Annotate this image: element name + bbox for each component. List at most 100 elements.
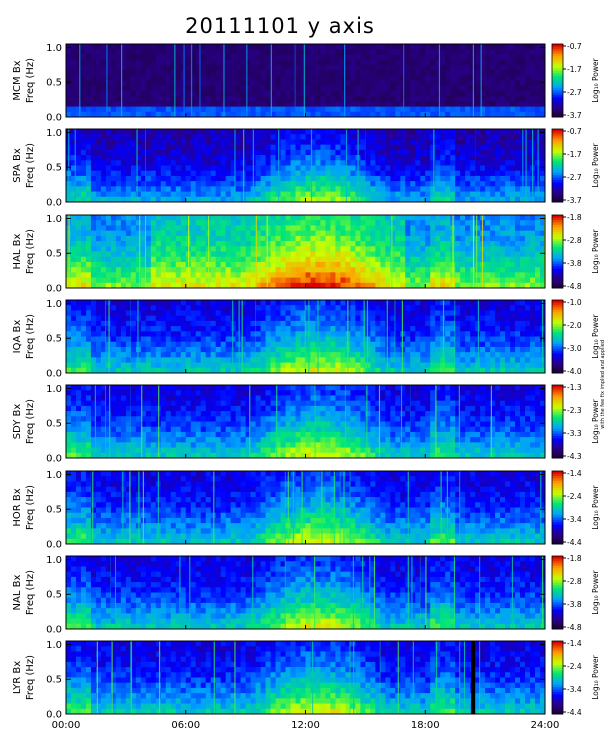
panel-3 <box>65 214 566 289</box>
y-tick-label: 0.0 <box>46 540 62 551</box>
colorbar-tick-label: -3.7 <box>567 111 582 120</box>
colorbar-tick-label: -1.8 <box>567 554 582 563</box>
colorbar <box>551 384 566 459</box>
colorbar <box>551 470 566 545</box>
colorbar-label: Log₁₀ Power <box>591 57 600 102</box>
colorbar-tick-label: -1.7 <box>567 150 582 159</box>
y-tick-label: 0.5 <box>46 505 62 516</box>
colorbar-tick-label: -3.4 <box>567 515 582 524</box>
spectrogram-5 <box>66 385 545 458</box>
station-label: MCM Bx <box>12 60 23 100</box>
colorbar-frame <box>551 470 564 545</box>
freq-axis-label: Freq (Hz) <box>25 570 36 615</box>
colorbar-label: Log₁₀ Power <box>591 569 600 614</box>
y-tick-label: 1.0 <box>46 470 62 481</box>
colorbar-tick-label: -1.3 <box>567 383 582 392</box>
colorbar-tick-label: -4.8 <box>567 282 582 291</box>
colorbar-tick-label: -1.7 <box>567 65 582 74</box>
colorbar-tick-label: -1.4 <box>567 469 582 478</box>
y-tick-label: 0.0 <box>46 113 62 124</box>
colorbar-tick-label: -2.4 <box>567 662 582 671</box>
colorbar-frame <box>551 214 564 289</box>
colorbar-tick-label: -1.8 <box>567 213 582 222</box>
y-tick-label: 1.0 <box>46 384 62 395</box>
colorbar-tick-label: -2.0 <box>567 321 582 330</box>
station-label: SPA Bx <box>12 148 23 183</box>
x-tick-label: 06:00 <box>171 720 200 731</box>
station-label: IQA Bx <box>12 320 23 354</box>
station-label: SDY Bx <box>12 404 23 440</box>
colorbar-frame <box>551 640 564 715</box>
colorbar-label: Log₁₀ Power <box>591 654 600 699</box>
panel-2 <box>65 128 566 203</box>
spectrogram-4 <box>66 300 545 373</box>
station-label: NAL Bx <box>12 574 23 610</box>
colorbar-tick-label: -3.4 <box>567 685 582 694</box>
y-tick-label: 0.0 <box>46 284 62 295</box>
y-tick-label: 0.0 <box>46 625 62 636</box>
spectrogram-7 <box>66 556 545 629</box>
colorbar-tick-label: -4.3 <box>567 452 582 461</box>
colorbar-label: Log₁₀ Power <box>591 398 600 443</box>
freq-axis-label: Freq (Hz) <box>25 485 36 530</box>
colorbar-frame <box>551 555 564 630</box>
y-tick-label: 0.5 <box>46 590 62 601</box>
spectrogram-2 <box>66 129 545 202</box>
colorbar <box>551 214 566 289</box>
spectrogram-8 <box>66 641 545 714</box>
colorbar <box>551 128 566 203</box>
y-tick-label: 1.0 <box>46 43 62 54</box>
y-tick-label: 0.0 <box>46 369 62 380</box>
freq-axis-label: Freq (Hz) <box>25 143 36 188</box>
freq-axis-label: Freq (Hz) <box>25 655 36 700</box>
colorbar-tick-label: -3.7 <box>567 196 582 205</box>
data-gap <box>471 641 476 714</box>
colorbar <box>551 640 566 715</box>
y-tick-label: 0.5 <box>46 419 62 430</box>
y-tick-label: 0.5 <box>46 163 62 174</box>
freq-axis-label: Freq (Hz) <box>25 58 36 103</box>
panel-8 <box>65 640 566 715</box>
colorbar-frame <box>551 384 564 459</box>
panel-1 <box>65 43 566 118</box>
colorbar-tick-label: -0.7 <box>567 42 582 51</box>
colorbar-tick-label: -2.8 <box>567 577 582 586</box>
colorbar-tick-label: -2.7 <box>567 173 582 182</box>
colorbar-tick-label: -4.0 <box>567 367 582 376</box>
colorbar-tick-label: -0.7 <box>567 127 582 136</box>
colorbar-tick-label: -4.8 <box>567 623 582 632</box>
colorbar-tick-label: -3.8 <box>567 259 582 268</box>
y-tick-label: 0.0 <box>46 710 62 721</box>
colorbar-tick-label: -2.3 <box>567 406 582 415</box>
y-tick-label: 0.5 <box>46 675 62 686</box>
y-tick-label: 0.0 <box>46 198 62 209</box>
colorbar-tick-label: -1.0 <box>567 298 582 307</box>
colorbar-frame <box>551 299 564 374</box>
x-tick-label: 18:00 <box>411 720 440 731</box>
chart-title: 20111101 y axis <box>185 14 375 38</box>
colorbar-tick-label: -3.8 <box>567 600 582 609</box>
colorbar-tick-label: -2.4 <box>567 492 582 501</box>
x-tick-label: 00:00 <box>52 720 81 731</box>
panel-7 <box>65 555 566 630</box>
colorbar-label: Log₁₀ Power <box>591 484 600 529</box>
colorbar-tick-label: -4.4 <box>567 708 582 717</box>
x-tick-label: 12:00 <box>291 720 320 731</box>
freq-axis-label: Freq (Hz) <box>25 399 36 444</box>
y-tick-label: 0.5 <box>46 334 62 345</box>
spectrogram-6 <box>66 471 545 544</box>
colorbar-tick-label: -2.8 <box>567 236 582 245</box>
y-tick-label: 1.0 <box>46 555 62 566</box>
station-label: HOR Bx <box>12 488 23 526</box>
spectrogram-3 <box>66 215 545 288</box>
y-tick-label: 0.5 <box>46 78 62 89</box>
colorbar <box>551 43 566 118</box>
colorbar-tick-label: -3.0 <box>567 344 582 353</box>
panel-5 <box>65 384 566 459</box>
y-tick-label: 1.0 <box>46 214 62 225</box>
y-tick-label: 0.0 <box>46 454 62 465</box>
y-tick-label: 0.5 <box>46 249 62 260</box>
panel-6 <box>65 470 566 545</box>
station-label: LYR Bx <box>12 661 23 694</box>
panel-4 <box>65 299 566 374</box>
